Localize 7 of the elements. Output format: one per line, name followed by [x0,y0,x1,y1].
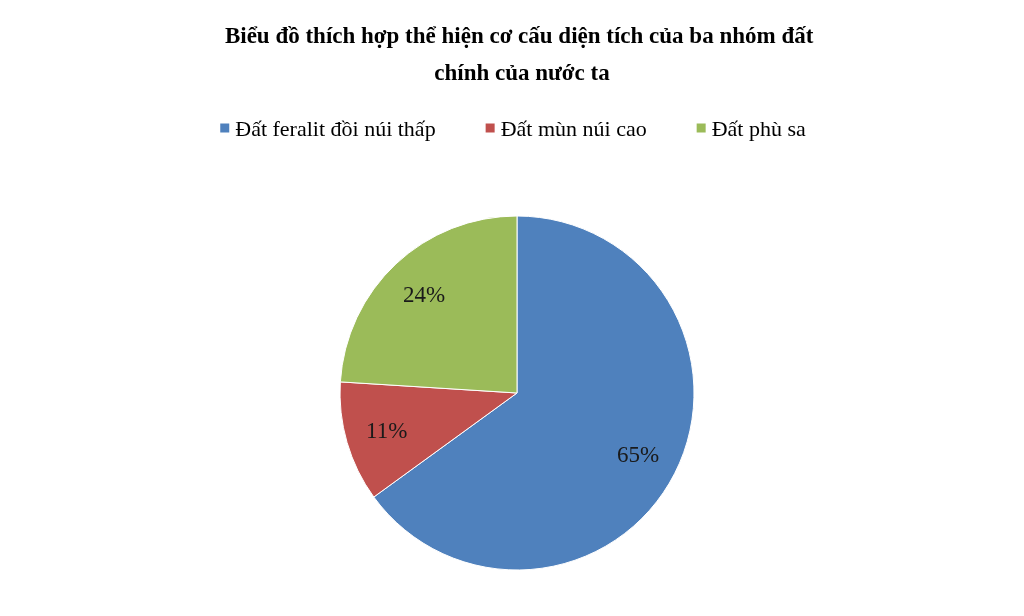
chart-title: Biểu đồ thích hợp thể hiện cơ cấu diện tích của ba nhóm đất chính của nước ta [224,23,820,85]
data-label: 24% [402,281,446,307]
legend-label: Đất mùn núi cao [500,115,647,141]
legend-label: Đất feralit đồi núi thấp [235,115,436,141]
legend-label: Đất phù sa [711,115,806,141]
data-label: 65% [616,442,660,468]
data-label: 11% [365,418,408,444]
